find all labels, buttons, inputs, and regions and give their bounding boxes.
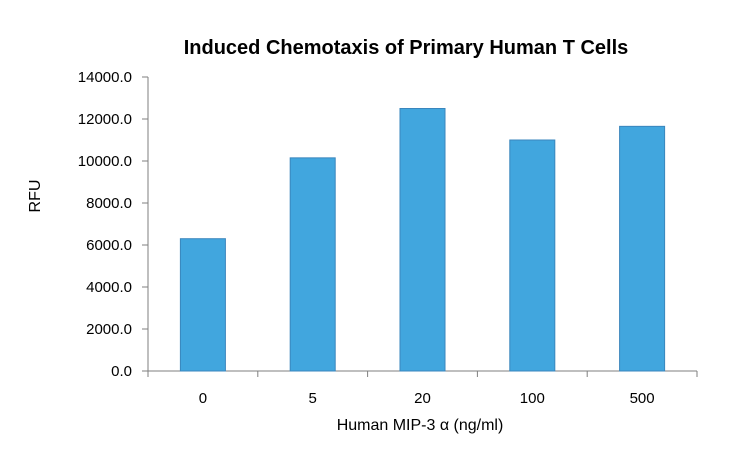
bar-20 <box>399 108 446 372</box>
chart-title: Induced Chemotaxis of Primary Human T Ce… <box>184 37 629 59</box>
bars <box>179 108 666 372</box>
y-axis-label: RFU <box>27 180 44 213</box>
x-tick-label: 5 <box>309 390 317 407</box>
x-tick-label: 500 <box>630 390 655 407</box>
y-tick-label: 2000.0 <box>86 321 132 338</box>
y-axis: 0.0 2000.0 4000.0 6000.0 8000.0 10000.0 12000.… <box>78 69 149 380</box>
x-tick-label: 0 <box>199 390 207 407</box>
y-tick-label: 12000.0 <box>78 111 132 128</box>
y-tick-label: 8000.0 <box>86 195 132 212</box>
x-axis: 0 5 20 100 500 <box>147 370 698 407</box>
y-tick-label: 14000.0 <box>78 69 132 86</box>
x-axis-label: Human MIP-3 α (ng/ml) <box>337 417 504 434</box>
bar-0 <box>179 238 226 372</box>
bar-5 <box>289 157 336 372</box>
x-tick-label: 20 <box>414 390 431 407</box>
bar-500 <box>619 125 666 372</box>
x-tick-label: 100 <box>520 390 545 407</box>
y-tick-label: 0.0 <box>111 363 132 380</box>
bar-100 <box>509 139 556 372</box>
y-tick-label: 4000.0 <box>86 279 132 296</box>
y-tick-label: 6000.0 <box>86 237 132 254</box>
y-tick-label: 10000.0 <box>78 153 132 170</box>
